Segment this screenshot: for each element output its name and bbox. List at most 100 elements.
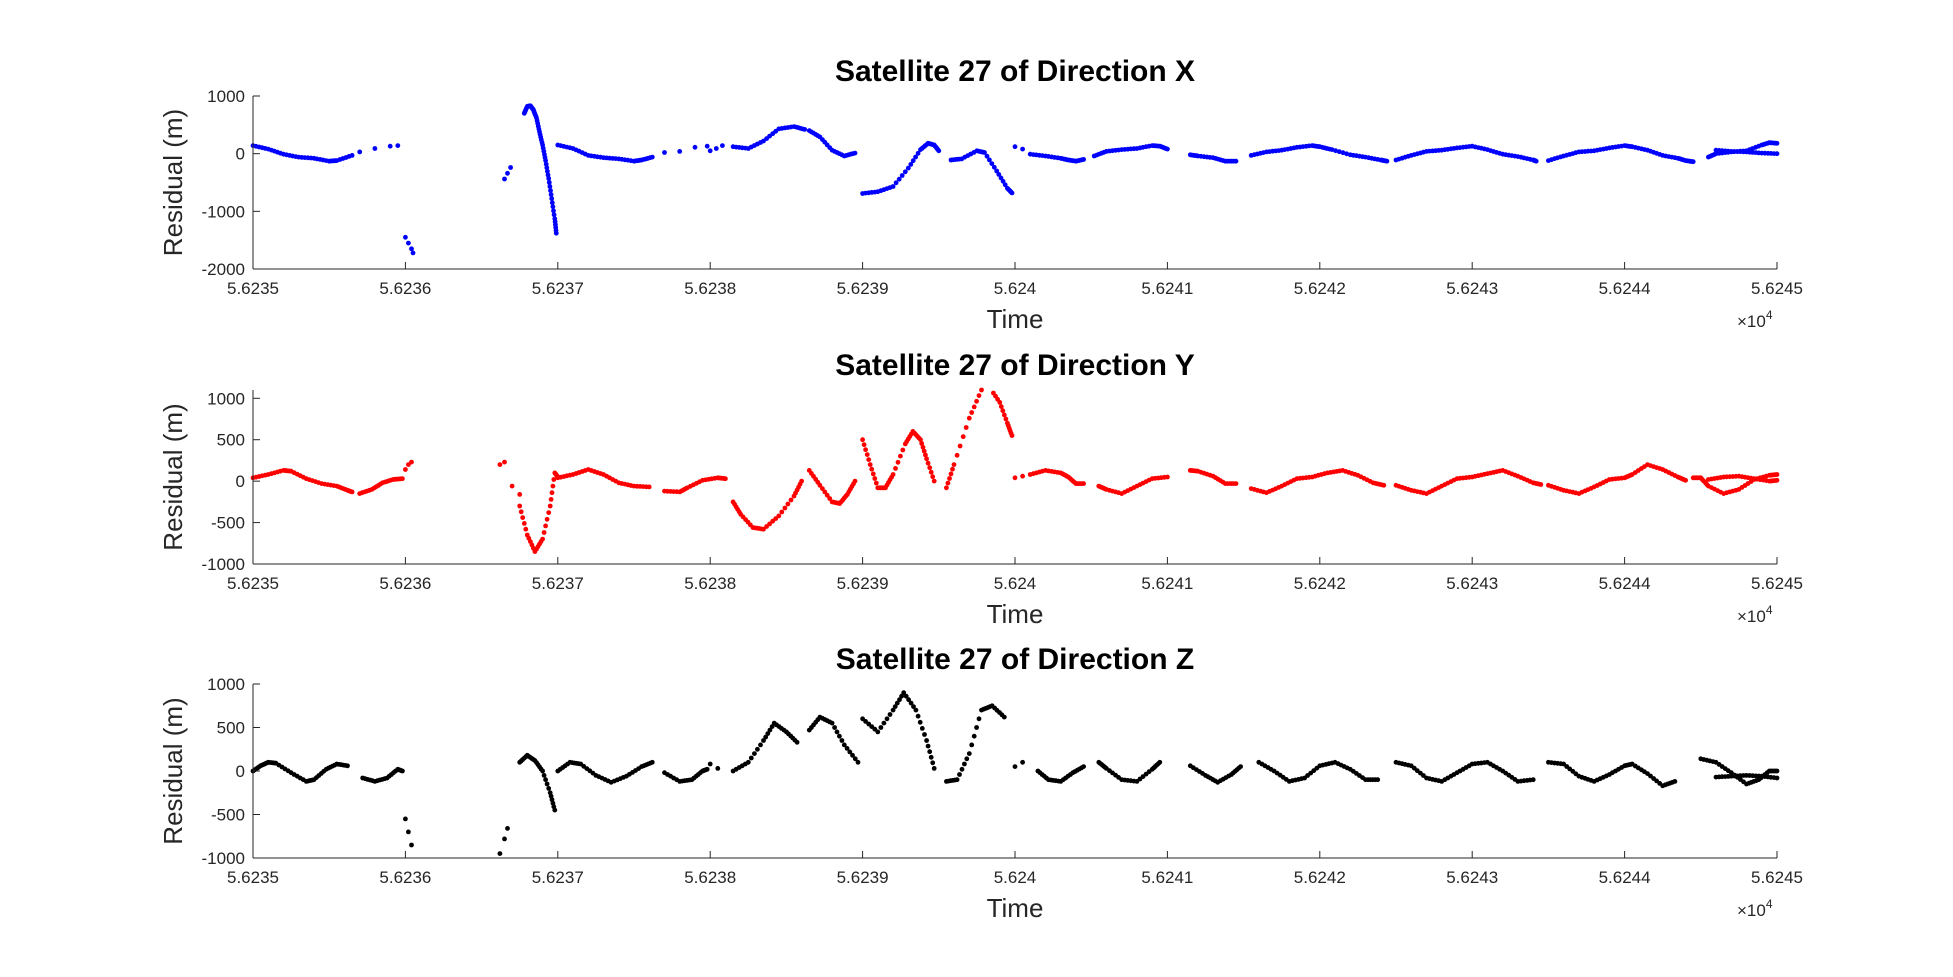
data-point bbox=[948, 471, 954, 477]
data-point bbox=[505, 170, 510, 176]
data-point bbox=[852, 756, 858, 762]
data-point bbox=[649, 759, 655, 765]
data-point bbox=[905, 165, 911, 171]
data-point bbox=[1238, 764, 1243, 769]
data-point bbox=[400, 476, 405, 482]
y-tick-label: -1000 bbox=[202, 555, 245, 574]
data-point bbox=[707, 148, 713, 154]
data-point bbox=[1012, 144, 1018, 150]
data-point bbox=[875, 729, 881, 735]
x-tick-label: 5.6245 bbox=[1751, 279, 1803, 298]
data-point bbox=[918, 437, 923, 443]
x-tick-label: 5.6235 bbox=[227, 574, 279, 593]
data-point bbox=[991, 164, 997, 170]
data-point bbox=[824, 492, 830, 498]
data-point bbox=[752, 751, 757, 756]
data-point bbox=[704, 143, 710, 149]
chart-title: Satellite 27 of Direction Z bbox=[836, 643, 1194, 676]
data-point bbox=[761, 526, 766, 532]
data-point bbox=[395, 143, 401, 149]
x-tick-label: 5.6243 bbox=[1446, 574, 1498, 593]
data-point bbox=[549, 200, 555, 206]
data-point bbox=[505, 826, 510, 831]
data-point bbox=[403, 816, 408, 822]
data-point bbox=[997, 400, 1003, 405]
data-point bbox=[996, 172, 1002, 177]
x-tick-label: 5.6243 bbox=[1446, 279, 1498, 298]
y-tick-label: 0 bbox=[236, 145, 245, 164]
data-point bbox=[906, 697, 911, 703]
data-point bbox=[966, 751, 972, 756]
x-tick-label: 5.6238 bbox=[684, 574, 736, 593]
data-point bbox=[409, 246, 414, 252]
data-point bbox=[1165, 146, 1170, 152]
data-point bbox=[785, 501, 791, 507]
data-point bbox=[969, 742, 975, 748]
chart-title: Satellite 27 of Direction Y bbox=[835, 349, 1195, 382]
data-point bbox=[406, 240, 411, 246]
data-point bbox=[896, 176, 902, 182]
data-point bbox=[1012, 764, 1018, 769]
data-point bbox=[974, 725, 979, 730]
data-point bbox=[832, 725, 837, 730]
data-point bbox=[1672, 779, 1678, 784]
data-point bbox=[870, 471, 876, 477]
data-point bbox=[852, 150, 858, 156]
data-point bbox=[976, 716, 982, 722]
data-point bbox=[841, 742, 847, 748]
chart-panel-x: 5.6235 5.6236 5.6237 5.6238 5.6239 5.624 5.624… bbox=[158, 55, 1803, 334]
data-point bbox=[1081, 157, 1086, 162]
data-point bbox=[962, 761, 967, 767]
data-point bbox=[976, 393, 982, 398]
data-point bbox=[1003, 416, 1009, 422]
data-point bbox=[911, 704, 916, 709]
data-point bbox=[1336, 149, 1342, 155]
data-point bbox=[543, 777, 548, 783]
data-point bbox=[869, 466, 875, 472]
data-point bbox=[984, 153, 990, 159]
data-point bbox=[1020, 146, 1025, 152]
data-point bbox=[957, 772, 962, 777]
data-point bbox=[837, 733, 842, 739]
data-point bbox=[901, 690, 907, 696]
data-point bbox=[1774, 472, 1780, 477]
y-tick-label: 500 bbox=[217, 719, 245, 738]
data-points-x bbox=[250, 103, 1780, 256]
y-tick-label: 1000 bbox=[207, 675, 245, 694]
data-point bbox=[924, 456, 929, 462]
data-point bbox=[913, 707, 919, 713]
data-points-y bbox=[250, 387, 1780, 554]
data-point bbox=[974, 398, 979, 404]
data-point bbox=[649, 154, 655, 160]
chart-panel-y: 5.6235 5.6236 5.6237 5.6238 5.6239 5.624 5.624… bbox=[158, 349, 1803, 629]
data-point bbox=[540, 536, 545, 542]
data-point bbox=[517, 503, 523, 509]
data-point bbox=[928, 469, 934, 475]
x-tick-label: 5.6244 bbox=[1599, 868, 1651, 887]
x-tick-label: 5.6241 bbox=[1141, 868, 1193, 887]
data-point bbox=[547, 184, 553, 189]
data-point bbox=[893, 466, 898, 471]
data-point bbox=[954, 452, 960, 458]
data-point bbox=[548, 192, 554, 198]
x-tick-label: 5.6244 bbox=[1599, 279, 1651, 298]
data-point bbox=[944, 485, 949, 491]
data-point bbox=[387, 143, 393, 149]
x-tick-label: 5.6236 bbox=[379, 868, 431, 887]
data-point bbox=[1233, 158, 1239, 164]
data-point bbox=[930, 474, 936, 480]
x-tick-label: 5.624 bbox=[994, 574, 1037, 593]
data-point bbox=[546, 176, 552, 181]
data-point bbox=[406, 829, 411, 835]
data-point bbox=[761, 738, 766, 743]
data-point bbox=[829, 720, 835, 726]
data-point bbox=[1533, 158, 1539, 164]
x-tick-label: 5.6235 bbox=[227, 279, 279, 298]
data-point bbox=[925, 743, 931, 749]
y-tick-label: 0 bbox=[236, 762, 245, 781]
data-point bbox=[890, 472, 896, 477]
data-point bbox=[894, 700, 900, 706]
data-point bbox=[969, 410, 975, 415]
data-point bbox=[900, 447, 906, 453]
data-point bbox=[899, 173, 905, 178]
